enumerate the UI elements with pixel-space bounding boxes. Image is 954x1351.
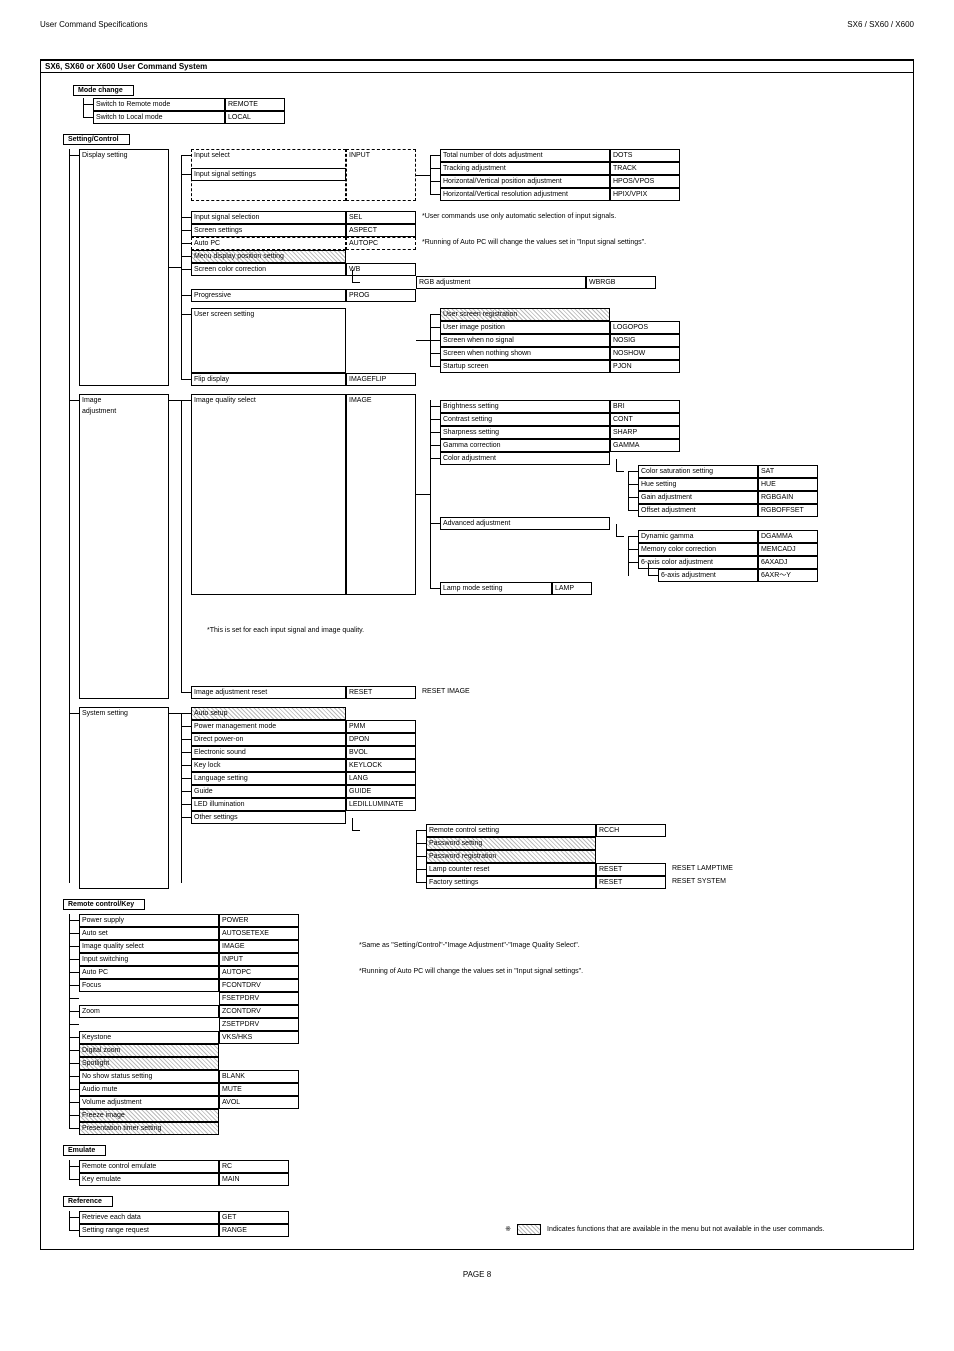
remote-key-item: Auto PCAUTOPC*Running of Auto PC will ch… <box>79 966 901 979</box>
header-left: User Command Specifications <box>40 20 148 29</box>
remote-key-item: Volume adjustmentAVOL <box>79 1096 901 1109</box>
remote-key-item: KeystoneVKS/HKS <box>79 1031 901 1044</box>
remote-key-item: FocusFCONTDRV <box>79 979 901 992</box>
system-setting-node: System setting Auto setup Power manageme… <box>79 707 901 889</box>
display-setting-heading: Display setting <box>79 149 169 386</box>
remote-key-item: ZSETPDRV <box>79 1018 901 1031</box>
mode-item: Switch to Local mode LOCAL <box>93 111 901 124</box>
remote-key-list: Power supplyPOWERAuto setAUTOSETEXEImage… <box>69 914 901 1135</box>
remote-key-item: Audio muteMUTE <box>79 1083 901 1096</box>
diagram-frame: SX6, SX60 or X600 User Command System Mo… <box>40 59 914 1250</box>
page-number: PAGE 8 <box>40 1270 914 1279</box>
mode-item: Switch to Remote mode REMOTE <box>93 98 901 111</box>
legend-text: Indicates functions that are available i… <box>541 1224 901 1237</box>
remote-key-item: Power supplyPOWER <box>79 914 901 927</box>
remote-key-item: FSETPDRV <box>79 992 901 1005</box>
legend-prefix: ※ <box>499 1224 517 1237</box>
remote-key-item: Input switchingINPUT <box>79 953 901 966</box>
diagram-title: SX6, SX60 or X600 User Command System <box>40 61 914 73</box>
legend-swatch <box>517 1224 541 1235</box>
mode-change-heading: Mode change <box>73 85 134 96</box>
remote-key-item: Image quality selectIMAGE*Same as "Setti… <box>79 940 901 953</box>
remote-key-item: Auto setAUTOSETEXE <box>79 927 901 940</box>
remote-key-item: ZoomZCONTDRV <box>79 1005 901 1018</box>
remote-key-item: No show status settingBLANK <box>79 1070 901 1083</box>
page-header: User Command Specifications SX6 / SX60 /… <box>40 20 914 29</box>
remote-key-item: Spotlight <box>79 1057 901 1070</box>
header-right: SX6 / SX60 / X600 <box>847 20 914 29</box>
image-adjustment-node: Image adjustment Image quality select IM… <box>79 394 901 699</box>
remote-key-item: Presentation timer setting <box>79 1122 901 1135</box>
display-setting-node: Display setting Input select INPUT <box>79 149 901 386</box>
emulate-heading: Emulate <box>63 1145 106 1156</box>
remote-key-item: Freeze image <box>79 1109 901 1122</box>
reference-heading: Reference <box>63 1196 113 1207</box>
setting-control-heading: Setting/Control <box>63 134 130 145</box>
remote-key-heading: Remote control/Key <box>63 899 145 910</box>
remote-key-item: Digital zoom <box>79 1044 901 1057</box>
